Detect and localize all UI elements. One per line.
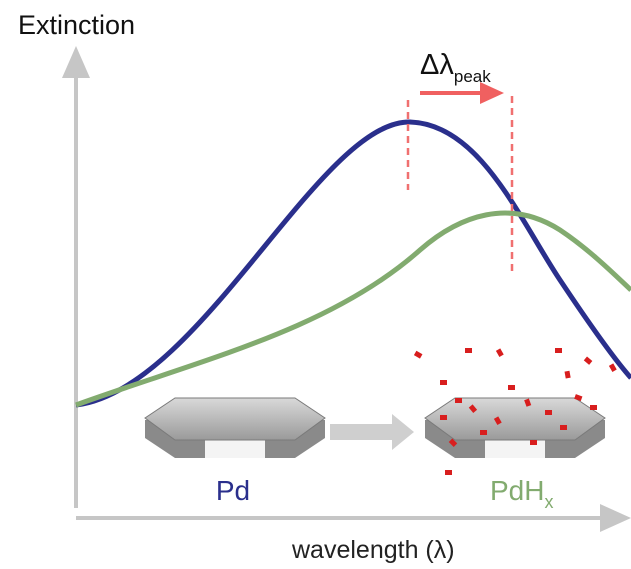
- transform-arrow: [330, 414, 414, 450]
- pdhx-main: PdH: [490, 475, 544, 506]
- pdhx-subscript: x: [544, 492, 553, 512]
- pd-disc: [144, 397, 326, 458]
- y-axis-label: Extinction: [18, 10, 135, 40]
- x-axis-label: wavelength (λ): [291, 536, 455, 564]
- shift-arrow-head: [480, 82, 504, 104]
- pd-curve: [75, 119, 631, 408]
- axes: [62, 46, 631, 532]
- pdhx-disc: [424, 397, 606, 458]
- pdhx-curve: [75, 210, 631, 408]
- shift-subscript: peak: [454, 67, 491, 86]
- hydrogen-atoms: [413, 348, 617, 475]
- pdhx-label: PdHx: [490, 475, 553, 512]
- shift-label: Δλpeak: [420, 49, 491, 86]
- pd-label: Pd: [216, 475, 250, 506]
- y-axis-arrow: [62, 46, 90, 78]
- shift-symbol: Δλ: [420, 49, 454, 81]
- x-axis-arrow: [600, 504, 631, 532]
